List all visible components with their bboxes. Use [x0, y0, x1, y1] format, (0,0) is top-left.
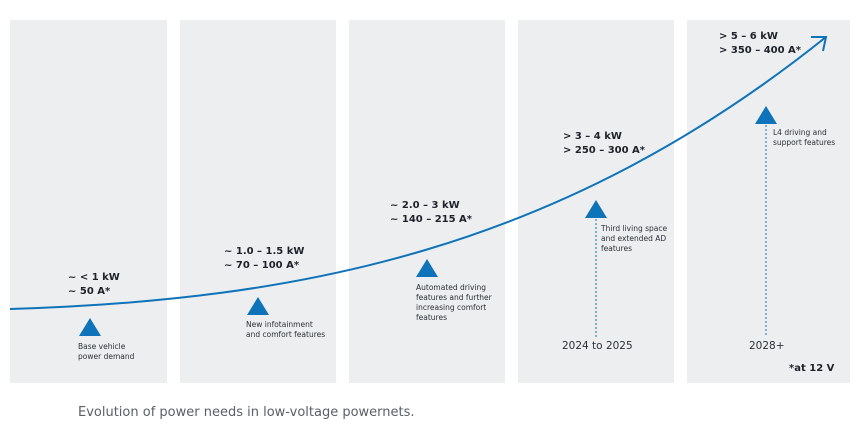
stage-2-marker-icon	[247, 297, 269, 315]
stage-4-feature-line-1: Third living space	[601, 224, 668, 233]
voltage-footnote: *at 12 V	[789, 363, 835, 374]
stage-1-power-kw: ~ < 1 kW	[68, 272, 120, 283]
stage-4-feature-line-3: features	[601, 244, 632, 253]
figure-caption: Evolution of power needs in low-voltage …	[78, 405, 415, 420]
stage-1-power-label: ~ < 1 kW ~ 50 A*	[68, 271, 120, 299]
stage-3-marker-icon	[416, 259, 438, 277]
stage-3-feature-line-4: features	[416, 313, 447, 322]
curve-arrowhead	[811, 36, 828, 52]
stage-5-feature-label: L4 driving and support features	[773, 128, 835, 148]
stage-3-feature-line-2: features and further	[416, 293, 492, 302]
stage-3-power-label: ~ 2.0 – 3 kW ~ 140 – 215 A*	[390, 199, 472, 227]
stage-2-feature-line-2: and comfort features	[246, 330, 326, 339]
stage-4-power-kw: > 3 – 4 kW	[563, 131, 622, 142]
stage-4-marker-icon	[585, 200, 607, 218]
stage-5-marker-icon	[755, 106, 777, 124]
stage-5-power-kw: > 5 – 6 kW	[719, 31, 778, 42]
stage-1-feature-label: Base vehicle power demand	[78, 342, 134, 362]
stage-panel-2	[180, 20, 336, 383]
stage-1-feature-line-2: power demand	[78, 352, 135, 361]
stage-3-power-kw: ~ 2.0 – 3 kW	[390, 200, 460, 211]
stage-5-current: > 350 – 400 A*	[719, 45, 802, 56]
stage-5-feature-line-1: L4 driving and	[773, 128, 827, 137]
stage-3-feature-label: Automated driving features and further i…	[416, 283, 492, 323]
stage-4-feature-label: Third living space and extended AD featu…	[601, 224, 667, 254]
stage-4-year: 2024 to 2025	[562, 340, 633, 352]
stage-1-current: ~ 50 A*	[68, 286, 111, 297]
stage-3-feature-line-1: Automated driving	[416, 283, 486, 292]
stage-5-year: 2028+	[749, 340, 785, 352]
stage-1-marker-icon	[79, 318, 101, 336]
stage-panel-3	[349, 20, 505, 383]
stage-5-feature-line-2: support features	[773, 138, 836, 147]
stage-3-current: ~ 140 – 215 A*	[390, 214, 473, 225]
stage-1-feature-line-1: Base vehicle	[78, 342, 126, 351]
stage-5-power-label: > 5 – 6 kW > 350 – 400 A*	[719, 30, 801, 58]
stage-2-power-kw: ~ 1.0 – 1.5 kW	[224, 246, 305, 257]
power-growth-curve	[9, 36, 827, 310]
stage-3-feature-line-3: increasing comfort	[416, 303, 487, 312]
stage-4-current: > 250 – 300 A*	[563, 145, 646, 156]
stage-2-feature-line-1: New infotainment	[246, 320, 313, 329]
stage-4-feature-line-2: and extended AD	[601, 234, 667, 243]
stage-4-power-label: > 3 – 4 kW > 250 – 300 A*	[563, 130, 645, 158]
stage-2-power-label: ~ 1.0 – 1.5 kW ~ 70 – 100 A*	[224, 245, 304, 273]
stage-2-current: ~ 70 – 100 A*	[224, 260, 300, 271]
stage-2-feature-label: New infotainment and comfort features	[246, 320, 325, 340]
